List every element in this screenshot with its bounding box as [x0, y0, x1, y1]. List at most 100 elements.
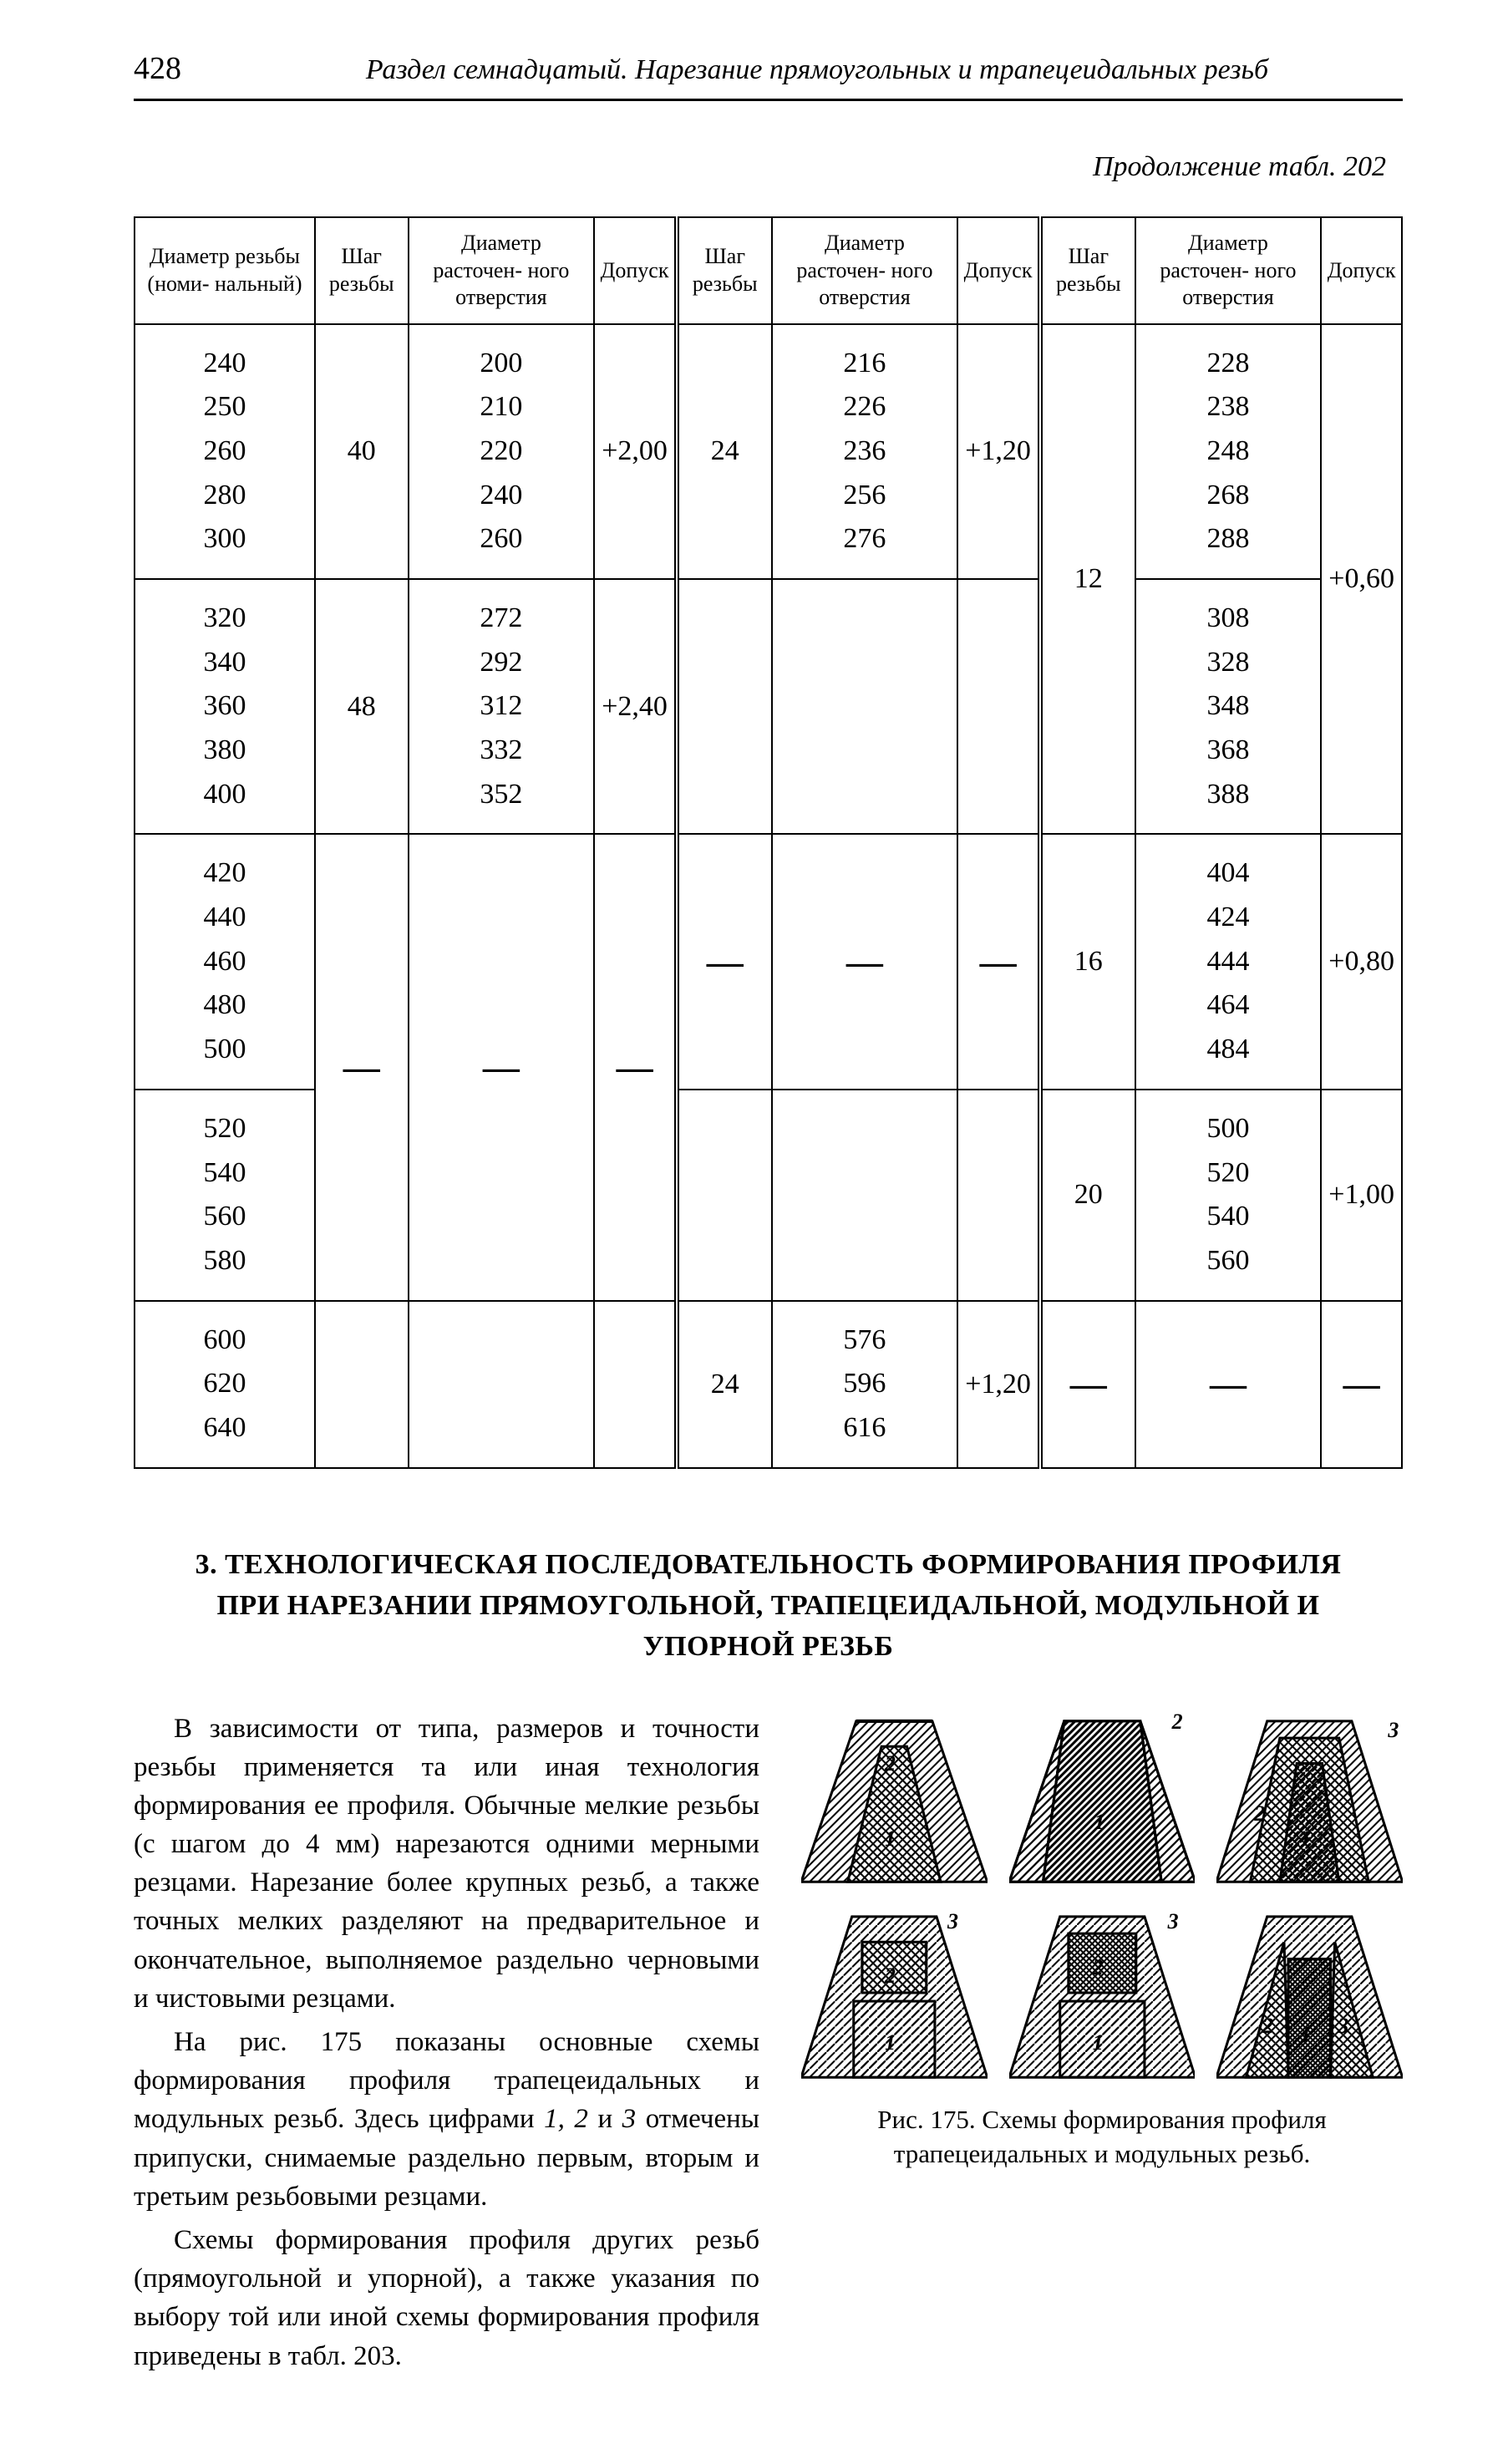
thread-scheme-3: 1 2 3 [1216, 1710, 1403, 1885]
cell-pitch-b-g2 [677, 579, 772, 834]
th-tol-a: Допуск [594, 217, 677, 324]
cell-pitch-c-g3: 16 [1040, 834, 1135, 1089]
cell-bore-c-g3: 404424444464484 [1135, 834, 1322, 1089]
cell-diam-g1: 240250260280300 [135, 324, 315, 579]
cell-pitch-b-g1: 24 [677, 324, 772, 579]
p2-c: и [588, 2104, 622, 2134]
cell-bore-c-g1: 228238248268288 [1135, 324, 1322, 579]
cell-pitch-b-g3: — [677, 834, 772, 1089]
cell-tol-c-g3: +0,80 [1321, 834, 1402, 1089]
fig-label-3: 3 [947, 1909, 958, 1934]
fig-label-2: 2 [1093, 1955, 1104, 1980]
thread-scheme-5: 1 2 3 [1009, 1905, 1196, 2080]
thread-scheme-4: 1 2 3 [801, 1905, 988, 2080]
cell-tol-b-g4 [957, 1090, 1040, 1301]
cell-bore-b-g4 [772, 1090, 958, 1301]
cell-pitch-c-g4: 20 [1040, 1090, 1135, 1301]
cell-pitch-a-g2: 48 [315, 579, 409, 834]
fig-label-2: 2 [1172, 1710, 1183, 1735]
fig-label-1: 1 [1094, 1810, 1105, 1835]
cell-tol-c-g5: — [1321, 1301, 1402, 1468]
cell-diam-g2: 320340360380400 [135, 579, 315, 834]
trapezoid-icon [1216, 1905, 1403, 2080]
fig-label-2: 2 [1262, 2014, 1273, 2039]
thread-scheme-6: 1 2 3 [1216, 1905, 1403, 2080]
cell-pitch-c-top: 12 [1040, 324, 1135, 835]
trapezoid-icon [1009, 1710, 1196, 1885]
p2-d: 3 [622, 2104, 637, 2134]
page: 428 Раздел семнадцатый. Нарезание прямоу… [0, 0, 1503, 2464]
cell-pitch-c-g5: — [1040, 1301, 1135, 1468]
fig-label-1: 1 [1300, 1826, 1311, 1852]
table-row: 240250260280300 40 200210220240260 +2,00… [135, 324, 1402, 579]
figure-grid: 1 2 [801, 1710, 1403, 2080]
fig-label-1: 1 [1093, 2030, 1104, 2055]
th-pitch-b: Шаг резьбы [677, 217, 772, 324]
cell-bore-b-g2 [772, 579, 958, 834]
table-continuation-label: Продолжение табл. 202 [134, 151, 1386, 183]
cell-bore-b-g5: 576596616 [772, 1301, 958, 1468]
th-tol-b: Допуск [957, 217, 1040, 324]
cell-pitch-b-g5: 24 [677, 1301, 772, 1468]
table-row: 420440460480500 — — — — — — 16 404424444… [135, 834, 1402, 1089]
fig-label-1: 1 [885, 1826, 896, 1852]
table-202: Диаметр резьбы (номи- нальный) Шаг резьб… [134, 216, 1403, 1469]
cell-tol-c-g4: +1,00 [1321, 1090, 1402, 1301]
fig-label-2: 2 [885, 1964, 896, 1989]
cell-bore-c-g2: 308328348368388 [1135, 579, 1322, 834]
cell-pitch-a-g1: 40 [315, 324, 409, 579]
cell-tol-c-top: +0,60 [1321, 324, 1402, 835]
trapezoid-icon [801, 1710, 988, 1885]
cell-bore-b-g3: — [772, 834, 958, 1089]
paragraph-3: Схемы формирования профиля других резьб … [134, 2221, 759, 2375]
cell-pitch-a-g34: — [315, 834, 409, 1300]
fig-label-1: 1 [885, 2030, 896, 2055]
section-3-title: 3. ТЕХНОЛОГИЧЕСКАЯ ПОСЛЕДОВАТЕЛЬНОСТЬ ФО… [184, 1544, 1353, 1668]
fig-label-2: 2 [1254, 1801, 1265, 1826]
paragraph-2: На рис. 175 показаны основные схемы форм… [134, 2023, 759, 2216]
th-bore-a: Диаметр расточен- ного отверстия [409, 217, 595, 324]
th-bore-b: Диаметр расточен- ного отверстия [772, 217, 958, 324]
table-row: 600620640 24 576596616 +1,20 — — — [135, 1301, 1402, 1468]
cell-tol-b-g3: — [957, 834, 1040, 1089]
trapezoid-icon [1216, 1710, 1403, 1885]
cell-pitch-b-g4 [677, 1090, 772, 1301]
table-head: Диаметр резьбы (номи- нальный) Шаг резьб… [135, 217, 1402, 324]
cell-tol-a-g34: — [594, 834, 677, 1300]
cell-tol-b-g1: +1,20 [957, 324, 1040, 579]
fig-label-3: 3 [1388, 1718, 1399, 1743]
running-head: 428 Раздел семнадцатый. Нарезание прямоу… [134, 50, 1403, 101]
fig-label-1: 1 [1300, 2022, 1311, 2047]
th-tol-c: Допуск [1321, 217, 1402, 324]
figure-175: 1 2 [801, 1710, 1403, 2172]
th-pitch-a: Шаг резьбы [315, 217, 409, 324]
section-header: Раздел семнадцатый. Нарезание прямоуголь… [231, 54, 1403, 86]
cell-tol-a-g2: +2,40 [594, 579, 677, 834]
cell-tol-a-g5 [594, 1301, 677, 1468]
cell-diam-g3: 420440460480500 [135, 834, 315, 1089]
cell-tol-b-g5: +1,20 [957, 1301, 1040, 1468]
cell-bore-c-g4: 500520540560 [1135, 1090, 1322, 1301]
cell-tol-a-g1: +2,00 [594, 324, 677, 579]
cell-bore-c-g5: — [1135, 1301, 1322, 1468]
thread-scheme-1: 1 2 [801, 1710, 988, 1885]
cell-bore-a-g1: 200210220240260 [409, 324, 595, 579]
cell-bore-b-g1: 216226236256276 [772, 324, 958, 579]
fig-label-3: 3 [1338, 2014, 1348, 2039]
fig-label-3: 3 [1168, 1909, 1179, 1934]
p2-b: 1, 2 [544, 2104, 588, 2134]
th-diam-nominal: Диаметр резьбы (номи- нальный) [135, 217, 315, 324]
paragraph-1: В зависимости от типа, размеров и точнос… [134, 1710, 759, 2019]
text-column: В зависимости от типа, размеров и точнос… [134, 1710, 759, 2380]
table-row: 320340360380400 48 272292312332352 +2,40… [135, 579, 1402, 834]
cell-bore-a-g5 [409, 1301, 595, 1468]
page-number: 428 [134, 50, 181, 87]
th-bore-c: Диаметр расточен- ного отверстия [1135, 217, 1322, 324]
cell-pitch-a-g5 [315, 1301, 409, 1468]
figure-175-caption: Рис. 175. Схемы формирования профиля тра… [801, 2102, 1403, 2172]
body-columns: В зависимости от типа, размеров и точнос… [134, 1710, 1403, 2380]
cell-tol-b-g2 [957, 579, 1040, 834]
cell-bore-a-g2: 272292312332352 [409, 579, 595, 834]
th-pitch-c: Шаг резьбы [1040, 217, 1135, 324]
thread-scheme-2: 1 2 [1009, 1710, 1196, 1885]
